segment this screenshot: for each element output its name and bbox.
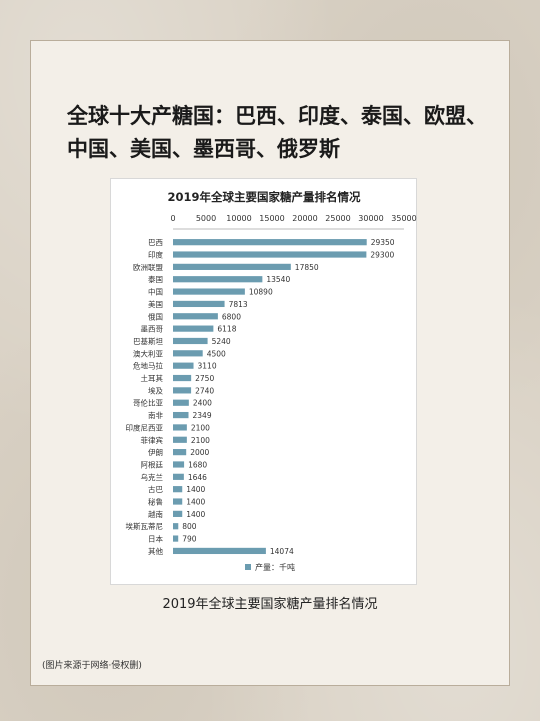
category-label: 阿根廷 bbox=[141, 459, 164, 469]
bar bbox=[173, 374, 192, 382]
bar bbox=[173, 239, 367, 246]
category-label: 美国 bbox=[148, 299, 163, 309]
category-label: 古巴 bbox=[148, 484, 163, 494]
bar bbox=[173, 449, 187, 456]
chart-caption: 2019年全球主要国家糖产量排名情况 bbox=[162, 597, 378, 612]
data-label: 1400 bbox=[186, 510, 205, 519]
bar bbox=[173, 251, 367, 258]
x-tick-label: 35000 bbox=[391, 214, 416, 223]
data-label: 1400 bbox=[186, 498, 205, 507]
category-label: 中国 bbox=[148, 287, 163, 297]
data-label: 2400 bbox=[193, 399, 212, 408]
data-label: 1680 bbox=[188, 460, 207, 469]
category-label: 土耳其 bbox=[141, 373, 164, 383]
category-label: 泰国 bbox=[148, 274, 163, 284]
data-label: 5240 bbox=[212, 337, 231, 346]
x-tick-label: 25000 bbox=[325, 214, 350, 223]
chart-card: 2019年全球主要国家糖产量排名情况 0 5000 10000 15000 20000 25… bbox=[110, 178, 417, 585]
x-tick-label: 10000 bbox=[226, 214, 251, 223]
bar bbox=[173, 313, 218, 320]
bar bbox=[173, 535, 179, 542]
category-label: 埃斯瓦蒂尼 bbox=[126, 521, 164, 531]
sugar-production-chart: 2019年全球主要国家糖产量排名情况 0 5000 10000 15000 20000 25… bbox=[126, 190, 417, 572]
category-label: 俄国 bbox=[148, 311, 163, 321]
bar bbox=[173, 288, 245, 295]
category-label: 埃及 bbox=[148, 385, 163, 395]
data-label: 14074 bbox=[270, 547, 294, 556]
category-label: 其他 bbox=[148, 546, 163, 556]
bar bbox=[173, 424, 187, 431]
category-label: 墨西哥 bbox=[141, 325, 164, 334]
data-label: 7813 bbox=[229, 300, 248, 309]
x-tick-label: 15000 bbox=[259, 214, 284, 223]
data-label: 2100 bbox=[191, 423, 210, 432]
data-label: 29350 bbox=[371, 238, 395, 247]
category-label: 澳大利亚 bbox=[133, 348, 163, 358]
legend-label: 产量：千吨 bbox=[255, 562, 295, 572]
bar bbox=[173, 276, 263, 283]
data-label: 10890 bbox=[249, 288, 273, 297]
bar bbox=[173, 547, 266, 555]
category-label: 南非 bbox=[148, 410, 163, 420]
headline: 全球十大产糖国：巴西、印度、泰国、欧盟、中国、美国、墨西哥、俄罗斯 bbox=[67, 104, 487, 161]
x-tick-label: 5000 bbox=[196, 214, 216, 223]
bar bbox=[173, 350, 203, 357]
category-label: 越南 bbox=[148, 509, 163, 519]
data-label: 2740 bbox=[195, 386, 214, 395]
legend-swatch bbox=[245, 564, 251, 570]
data-label: 6118 bbox=[217, 325, 236, 334]
category-label: 伊朗 bbox=[148, 447, 163, 457]
data-label: 2000 bbox=[190, 448, 209, 457]
bar bbox=[173, 486, 183, 493]
chart-title: 2019年全球主要国家糖产量排名情况 bbox=[167, 190, 361, 204]
category-label: 欧洲联盟 bbox=[133, 262, 163, 272]
category-label: 秘鲁 bbox=[148, 497, 163, 507]
data-label: 29300 bbox=[370, 251, 394, 260]
data-label: 17850 bbox=[295, 263, 319, 272]
data-label: 2349 bbox=[193, 411, 212, 420]
bar bbox=[173, 337, 208, 345]
bar bbox=[173, 436, 187, 443]
data-label: 800 bbox=[182, 522, 197, 531]
category-label: 危地马拉 bbox=[133, 361, 163, 371]
bar bbox=[173, 325, 214, 332]
data-label: 13540 bbox=[266, 275, 290, 284]
bar bbox=[173, 399, 189, 406]
x-tick-label: 0 bbox=[170, 214, 175, 223]
data-label: 6800 bbox=[222, 312, 241, 321]
bar bbox=[173, 411, 189, 419]
bar bbox=[173, 362, 194, 369]
category-label: 巴基斯坦 bbox=[133, 336, 163, 346]
data-label: 4500 bbox=[207, 349, 226, 358]
category-label: 乌克兰 bbox=[141, 472, 164, 482]
data-label: 790 bbox=[182, 535, 197, 544]
category-label: 印度尼西亚 bbox=[126, 422, 164, 432]
bar bbox=[173, 300, 225, 308]
category-label: 哥伦比亚 bbox=[133, 398, 163, 408]
x-tick-label: 30000 bbox=[358, 214, 383, 223]
category-label: 巴西 bbox=[148, 238, 163, 247]
data-label: 2100 bbox=[191, 436, 210, 445]
data-label: 1400 bbox=[186, 485, 205, 494]
data-label: 1646 bbox=[188, 473, 207, 482]
data-label: 3110 bbox=[198, 362, 217, 371]
bar bbox=[173, 461, 185, 468]
category-label: 菲律宾 bbox=[141, 435, 164, 445]
bar bbox=[173, 263, 291, 270]
data-label: 2750 bbox=[195, 374, 214, 383]
x-tick-label: 20000 bbox=[292, 214, 317, 223]
category-label: 日本 bbox=[148, 534, 163, 544]
bar bbox=[173, 387, 192, 394]
bar bbox=[173, 523, 179, 530]
bar bbox=[173, 498, 183, 505]
source-note: (图片来源于网络·侵权删) bbox=[42, 661, 142, 671]
bar bbox=[173, 473, 184, 480]
category-label: 印度 bbox=[148, 250, 163, 260]
bar bbox=[173, 510, 183, 517]
